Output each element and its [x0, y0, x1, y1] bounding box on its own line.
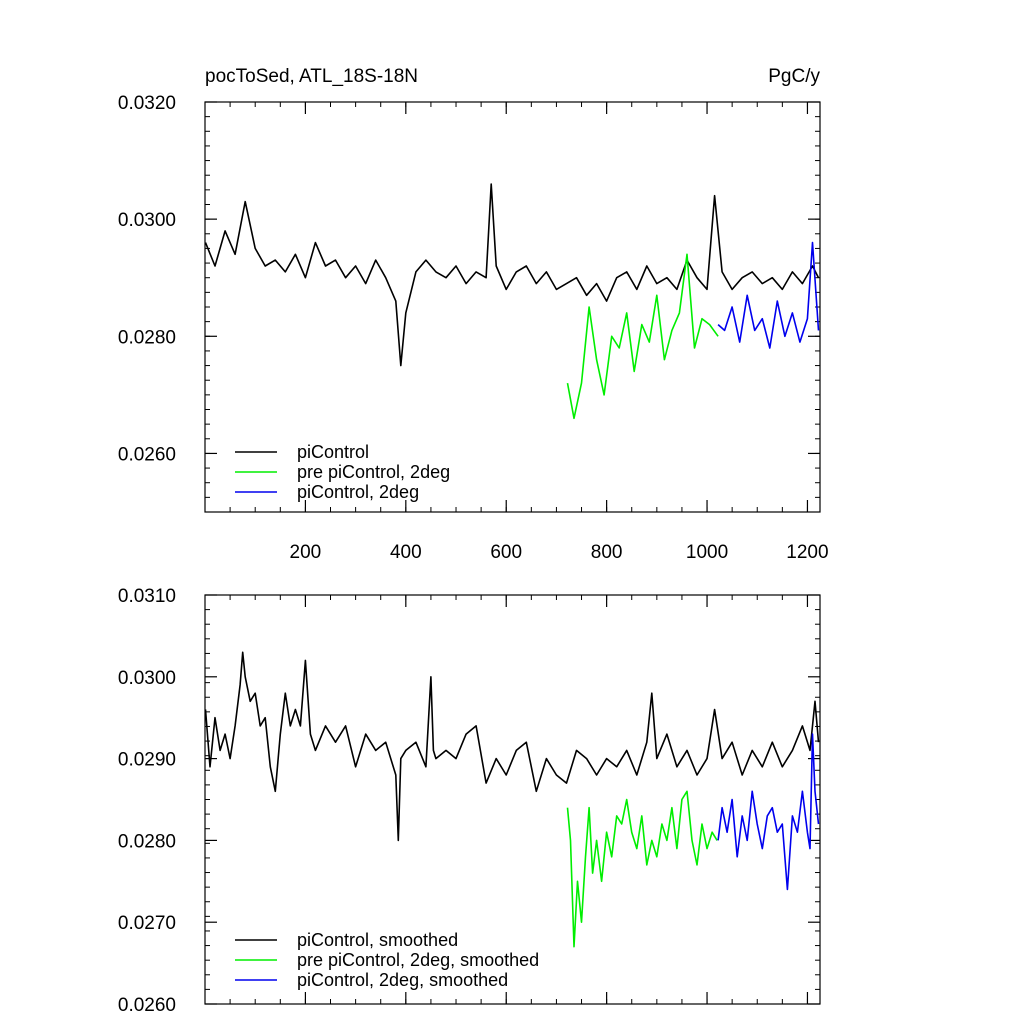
- top-panel: pocToSed, ATL_18S-18N PgC/y 0.0320 0.0300…: [118, 66, 829, 563]
- y-tick-label: 0.0260: [118, 444, 176, 465]
- series-line-1: [205, 651, 820, 842]
- x-tick-label: 600: [490, 542, 522, 563]
- x-tick-label: 800: [591, 542, 623, 563]
- y-tick-label: 0.0300: [118, 210, 176, 231]
- x-tick-label: 1000: [686, 542, 728, 563]
- legend-label: piControl, 2deg, smoothed: [297, 970, 508, 990]
- y-tick-label: 0.0310: [118, 586, 176, 607]
- y-tick-label: 0.0280: [118, 327, 176, 348]
- legend-label: piControl, smoothed: [297, 930, 458, 950]
- chart-title-left: pocToSed, ATL_18S-18N: [205, 66, 418, 87]
- y-tick-label: 0.0290: [118, 750, 176, 771]
- y-tick-label: 0.0260: [118, 995, 176, 1016]
- y-tick-label: 0.0280: [118, 831, 176, 852]
- legend-label: piControl: [297, 442, 369, 462]
- series-line-3: [717, 733, 820, 891]
- series-line-1: [205, 183, 820, 367]
- y-tick-label: 0.0270: [118, 913, 176, 934]
- x-tick-label: 200: [290, 542, 322, 563]
- chart-title-right: PgC/y: [768, 66, 820, 87]
- y-tick-label: 0.0300: [118, 668, 176, 689]
- x-tick-label: 1200: [786, 542, 828, 563]
- legend-label: piControl, 2deg: [297, 482, 419, 502]
- legend-label: pre piControl, 2deg: [297, 462, 450, 482]
- series-line-2: [566, 790, 718, 948]
- series-line-2: [566, 253, 719, 420]
- bottom-panel: 0.0310 0.0300 0.0290 0.0280 0.0270 0.0260 piCo…: [118, 586, 821, 1016]
- legend-label: pre piControl, 2deg, smoothed: [297, 950, 539, 970]
- series-line-3: [717, 241, 820, 349]
- y-tick-label: 0.0320: [118, 93, 176, 114]
- x-tick-label: 400: [390, 542, 422, 563]
